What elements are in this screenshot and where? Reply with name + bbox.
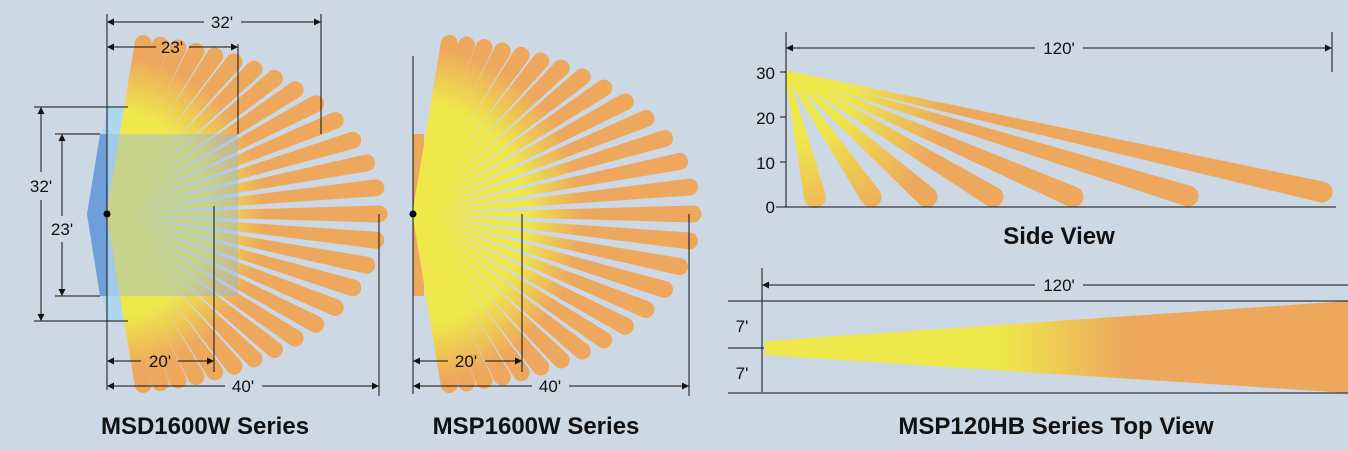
beam-wedge xyxy=(106,213,169,392)
beam-wedge xyxy=(785,70,1199,207)
msd-bottom-inner-dimension: 20' xyxy=(149,352,171,371)
beam-wedge xyxy=(412,213,550,376)
beam-wedge xyxy=(412,68,591,215)
beam-wedge xyxy=(106,39,187,215)
beam-wedge xyxy=(412,213,493,389)
beam-wedge xyxy=(412,34,458,215)
beam-wedge xyxy=(106,213,283,359)
beam-wedge xyxy=(412,213,613,349)
hb-top-lower-width: 7' xyxy=(736,364,749,383)
beam-wedge xyxy=(106,213,243,375)
hb-side-view: 120' 30 20 10 0 Side View xyxy=(756,32,1336,250)
beam-wedge xyxy=(412,110,655,215)
beam-wedge xyxy=(412,213,530,382)
beam-wedge xyxy=(785,70,1084,208)
hb-top-view: 120' 7' 7' xyxy=(728,268,1348,394)
msd1600w-diagram: 32' 23' 32' 23' 20' 40' xyxy=(30,13,388,396)
beam-wedge xyxy=(106,36,169,215)
beam-wedge xyxy=(106,213,344,317)
beam-wedge xyxy=(785,70,1004,208)
beam-wedge xyxy=(412,79,613,215)
hb-top-beam xyxy=(765,301,1348,393)
beam-wedge xyxy=(412,213,458,394)
beam-wedge xyxy=(412,46,530,215)
beam-wedge xyxy=(784,71,826,208)
beam-wedge xyxy=(106,213,224,381)
beam-wedge xyxy=(785,70,938,208)
hb-side-beam-fan xyxy=(784,70,1333,208)
beam-wedge xyxy=(412,59,570,215)
hb-top-beam-tip xyxy=(765,341,770,355)
beam-wedge xyxy=(412,152,689,215)
msd-side-outer-dimension: 32' xyxy=(30,177,52,196)
msd-coverage-dark xyxy=(87,134,107,296)
beam-wedge xyxy=(106,69,283,215)
beam-wedge xyxy=(413,205,702,223)
beam-wedge xyxy=(412,178,699,215)
beam-wedge xyxy=(106,213,205,386)
beam-wedge xyxy=(106,213,187,389)
hb-top-upper-width: 7' xyxy=(736,317,749,336)
beam-wedge xyxy=(412,39,493,215)
beam-wedge xyxy=(106,35,152,215)
beam-wedge xyxy=(106,42,205,215)
beam-wedge xyxy=(412,129,674,215)
beam-wedge xyxy=(785,70,1333,203)
beam-wedge xyxy=(412,213,511,386)
beam-wedge xyxy=(412,213,475,392)
msp1600w-title: MSP1600W Series xyxy=(432,413,640,440)
beam-wedge xyxy=(106,213,325,333)
beam-wedge xyxy=(106,213,362,297)
beam-wedge xyxy=(412,213,699,250)
beam-wedge xyxy=(106,131,362,215)
hb-top-length-dimension: 120' xyxy=(1043,276,1075,295)
msd-top-inner-dimension: 23' xyxy=(161,38,183,57)
msd-inner-zone xyxy=(107,134,238,296)
beam-wedge xyxy=(412,52,550,215)
hb-side-view-caption: Side View xyxy=(1003,223,1115,250)
msp-bottom-outer-dimension: 40' xyxy=(539,377,561,396)
beam-wedge xyxy=(106,213,385,249)
beam-wedge xyxy=(107,205,388,223)
beam-wedge xyxy=(106,213,376,274)
msd-top-outer-dimension: 32' xyxy=(211,13,233,32)
beam-wedge xyxy=(106,213,263,368)
beam-wedge xyxy=(106,47,224,215)
beam-wedge xyxy=(412,213,689,276)
beam-wedge xyxy=(412,213,591,360)
msp1600w-diagram: 20' 40' xyxy=(409,34,702,396)
beam-wedge xyxy=(106,213,304,347)
msp-beam-fan xyxy=(412,34,702,394)
beam-wedge xyxy=(106,60,263,215)
beam-wedge xyxy=(784,71,882,208)
hb-side-length-dimension: 120' xyxy=(1043,39,1075,58)
msp120hb-title: MSP120HB Series Top View xyxy=(898,413,1214,440)
msd-beam-fan xyxy=(106,35,388,393)
msd1600w-title: MSD1600W Series xyxy=(100,413,310,440)
beam-wedge xyxy=(106,111,344,215)
beam-wedge xyxy=(412,213,570,369)
beam-wedge xyxy=(106,53,243,215)
beam-wedge xyxy=(106,179,385,215)
beam-wedge xyxy=(106,154,376,215)
beam-wedge xyxy=(412,36,475,215)
hb-side-tick-20: 20 xyxy=(756,109,775,128)
beam-wedge xyxy=(412,213,674,299)
hb-side-tick-0: 0 xyxy=(766,198,775,217)
beam-wedge xyxy=(412,213,634,335)
hb-side-tick-10: 10 xyxy=(756,154,775,173)
beam-wedge xyxy=(106,81,304,215)
msd-side-inner-dimension: 23' xyxy=(51,220,73,239)
hb-side-tick-30: 30 xyxy=(756,64,775,83)
msp-bottom-inner-dimension: 20' xyxy=(455,352,477,371)
beam-wedge xyxy=(106,213,152,393)
beam-wedge xyxy=(412,213,655,318)
beam-wedge xyxy=(106,95,325,215)
msd-bottom-outer-dimension: 40' xyxy=(232,377,254,396)
beam-wedge xyxy=(412,93,634,215)
beam-wedge xyxy=(412,42,511,215)
